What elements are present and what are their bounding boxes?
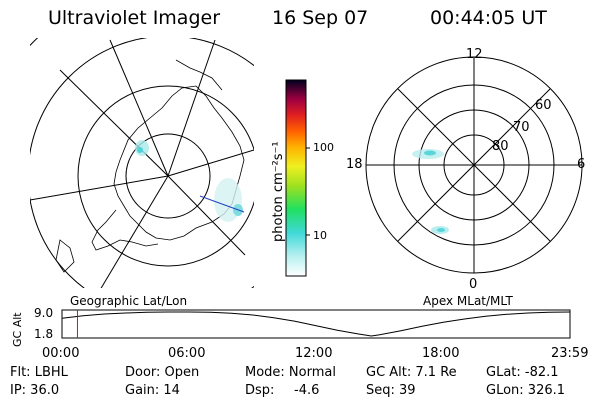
xtick-label-1200: 12:00 xyxy=(295,346,333,361)
altitude-chart-frame xyxy=(61,309,571,339)
date-label: 16 Sep 07 xyxy=(272,7,369,29)
altitude-series-line xyxy=(61,311,571,337)
status-glat: GLat: -82.1 xyxy=(486,365,559,380)
status-ip: IP: 36.0 xyxy=(10,383,60,398)
mlt-label-0: 0 xyxy=(469,277,478,292)
lat-label-60: 60 xyxy=(535,98,552,113)
altitude-axis-label: GC Alt xyxy=(11,312,24,347)
lat-label-80: 80 xyxy=(492,139,509,154)
status-glon: GLon: 326.1 xyxy=(486,383,566,398)
mlt-label-6: 6 xyxy=(577,157,586,172)
instrument-title: Ultraviolet Imager xyxy=(48,7,221,29)
colorbar-tick-10: 10 xyxy=(313,229,327,242)
status-door: Door: Open xyxy=(125,365,200,380)
time-label: 00:44:05 UT xyxy=(430,7,547,29)
ytick-label-high: 9.0 xyxy=(34,306,54,320)
status-seq: Seq: 39 xyxy=(366,383,416,398)
mlt-label-18: 18 xyxy=(346,157,363,172)
mlt-label-12: 12 xyxy=(466,47,483,62)
geographic-label: Geographic Lat/Lon xyxy=(70,294,188,308)
status-mode: Mode: Normal xyxy=(245,365,336,380)
status-gain: Gain: 14 xyxy=(125,383,180,398)
xtick-label-0600: 06:00 xyxy=(168,346,206,361)
colorbar-tick-100: 100 xyxy=(313,141,334,154)
ytick-label-low: 1.8 xyxy=(34,327,54,341)
xtick-label-1800: 18:00 xyxy=(422,346,460,361)
xtick-label-0000: 00:00 xyxy=(42,346,80,361)
apex-label: Apex MLat/MLT xyxy=(423,294,513,308)
status-gc-alt: GC Alt: 7.1 Re xyxy=(366,365,457,380)
status-dsp-label: Dsp: xyxy=(245,383,275,398)
status-filter: Flt: LBHL xyxy=(10,365,68,380)
xtick-label-2359: 23:59 xyxy=(551,346,589,361)
status-dsp-value: -4.6 xyxy=(294,383,320,398)
lat-label-70: 70 xyxy=(513,120,530,135)
